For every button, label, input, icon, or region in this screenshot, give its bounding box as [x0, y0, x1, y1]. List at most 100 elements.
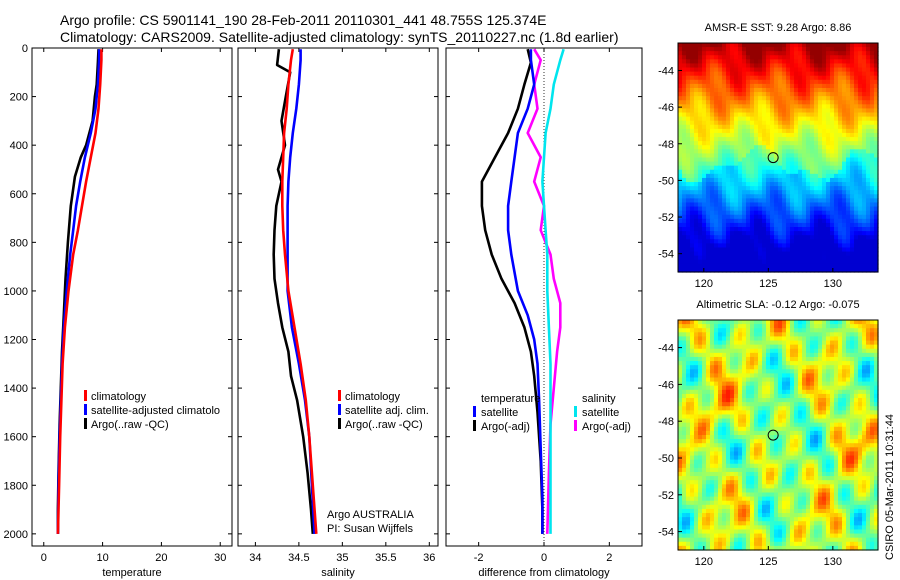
- sla_map-cell: [846, 439, 851, 444]
- sst_map-cell: [806, 210, 811, 216]
- sst_map-cell: [822, 149, 827, 155]
- sla_map-cell: [758, 418, 763, 424]
- sla_map-cell: [734, 443, 739, 448]
- sst_map-cell: [710, 210, 715, 216]
- sst_map-cell: [730, 186, 735, 191]
- sst_map-cell: [866, 149, 871, 155]
- sla_map-cell: [682, 447, 687, 453]
- sst_map-cell: [718, 259, 723, 265]
- sst_map-cell: [794, 165, 799, 171]
- sst_map-cell: [846, 157, 851, 163]
- sst_map-cell: [734, 259, 739, 265]
- sla_map-cell: [794, 393, 799, 399]
- sst_map-cell: [790, 177, 795, 183]
- sla_map-cell: [762, 443, 767, 448]
- sla_map-cell: [850, 406, 855, 411]
- sla_map-cell: [694, 476, 699, 481]
- sst_map-cell: [786, 124, 791, 130]
- sla_map-cell: [862, 369, 867, 374]
- sst_map-cell: [790, 202, 795, 208]
- sla_map-cell: [794, 459, 799, 465]
- sst_map-ytick-label: -46: [658, 102, 674, 114]
- sst_map-cell: [862, 149, 867, 155]
- sla_map-cell: [826, 344, 831, 350]
- sla_map-cell: [874, 422, 879, 428]
- sst_map-cell: [798, 239, 803, 244]
- sst_map-cell: [782, 108, 787, 114]
- sla_map-cell: [762, 414, 767, 420]
- sst_map-cell: [818, 247, 823, 253]
- sla_map-cell: [862, 455, 867, 461]
- sst_map-cell: [862, 263, 867, 269]
- sla_map-cell: [850, 414, 855, 420]
- sst_map-cell: [842, 182, 847, 187]
- sst_map-cell: [786, 165, 791, 171]
- sst_map-cell: [682, 137, 687, 142]
- sst_map-cell: [826, 247, 831, 253]
- salinity-legend-swatch: [338, 390, 341, 401]
- sst_map-cell: [678, 202, 683, 208]
- sla_map-cell: [846, 467, 851, 473]
- sst_map-cell: [798, 87, 803, 93]
- sst_map-cell: [770, 92, 775, 97]
- sst_map-cell: [806, 83, 811, 89]
- sst_map-cell: [790, 222, 795, 228]
- sst_map-cell: [686, 161, 691, 167]
- sst_map-cell: [698, 104, 703, 110]
- temperature-legend-swatch: [84, 404, 87, 415]
- sst_map-cell: [694, 165, 699, 171]
- sla_map-cell: [846, 451, 851, 457]
- sst_map-cell: [734, 120, 739, 126]
- sla_map-cell: [810, 389, 815, 395]
- sst_map-cell: [822, 96, 827, 101]
- sst_map-cell: [826, 108, 831, 114]
- sst_map-cell: [818, 227, 823, 232]
- sst_map-cell: [870, 63, 875, 69]
- sla_map-cell: [826, 381, 831, 387]
- sst_map-cell: [734, 157, 739, 163]
- sla_map-cell: [690, 439, 695, 444]
- sst_map-cell: [822, 59, 827, 65]
- sst_map-cell: [726, 71, 731, 77]
- sst_map-cell: [862, 47, 867, 52]
- sst_map-cell: [850, 186, 855, 191]
- sla_map-cell: [746, 385, 751, 391]
- sla_map-cell: [758, 336, 763, 342]
- sla_map-cell: [850, 365, 855, 370]
- sst_map-cell: [842, 67, 847, 73]
- sla_map-cell: [846, 352, 851, 358]
- sla_map-cell: [750, 414, 755, 420]
- sla_map-cell: [862, 373, 867, 379]
- sst_map-cell: [802, 227, 807, 232]
- sla_map-cell: [794, 320, 799, 325]
- sla_map-cell: [862, 414, 867, 420]
- sst_map-cell: [854, 210, 859, 216]
- sst_map-cell: [718, 173, 723, 179]
- sst_map-cell: [778, 137, 783, 142]
- sst_map-cell: [730, 75, 735, 81]
- sst_map-cell: [818, 157, 823, 163]
- sst_map-cell: [802, 104, 807, 110]
- sla_map-cell: [802, 439, 807, 444]
- sst_map-cell: [798, 231, 803, 236]
- sla_map-cell: [686, 484, 691, 489]
- sst_map-cell: [862, 227, 867, 232]
- sst_map-cell: [718, 100, 723, 105]
- sla_map-cell: [682, 410, 687, 416]
- salinity-legend-label: satellite adj. clim.: [345, 405, 429, 417]
- sst_map-cell: [722, 149, 727, 155]
- sla_map-cell: [682, 426, 687, 432]
- sst_map-cell: [758, 251, 763, 257]
- sst_map-cell: [738, 100, 743, 105]
- sst_map-cell: [750, 104, 755, 110]
- temperature-xtick-label: 20: [155, 552, 167, 564]
- sst_map-cell: [690, 120, 695, 126]
- sla_map-cell: [826, 365, 831, 370]
- sst_map-cell: [838, 104, 843, 110]
- sst_map-cell: [714, 186, 719, 191]
- sla_map-cell: [682, 398, 687, 403]
- sst_map-cell: [850, 251, 855, 257]
- sst_map-cell: [806, 137, 811, 142]
- sla_map-cell: [734, 406, 739, 411]
- sst_map-cell: [758, 182, 763, 187]
